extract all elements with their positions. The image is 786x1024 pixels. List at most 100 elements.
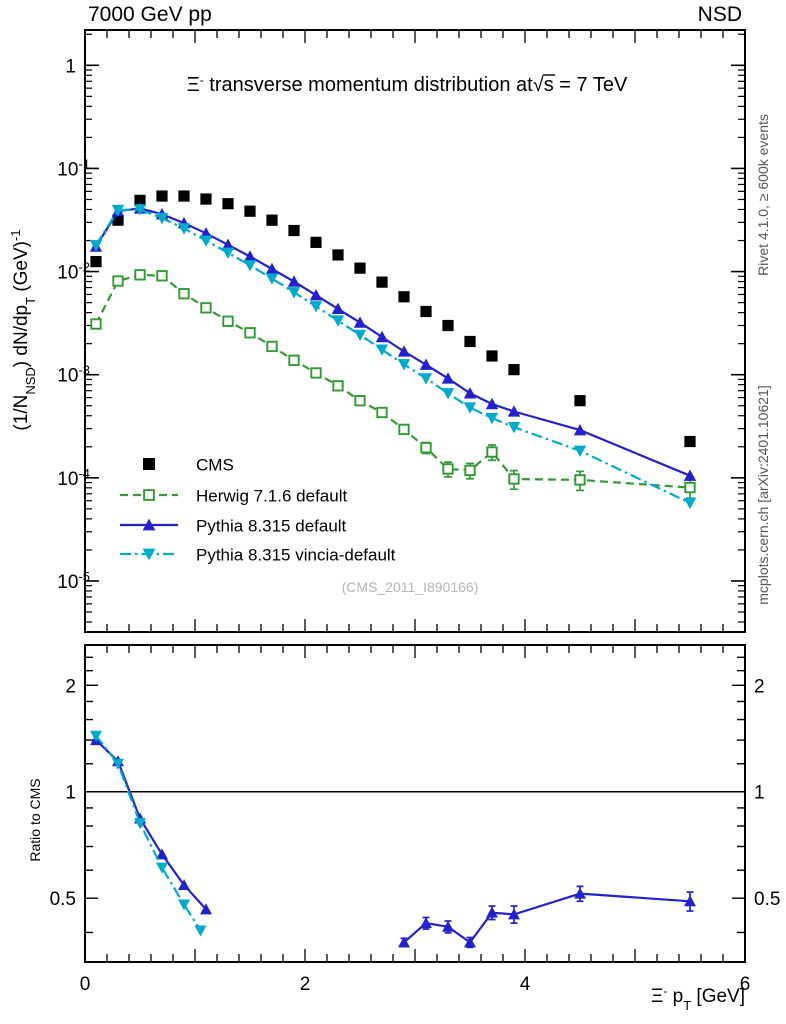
data-marker	[331, 302, 345, 315]
data-marker	[508, 473, 520, 485]
y-tick-label-main: 1	[65, 56, 76, 77]
data-marker	[178, 878, 190, 890]
data-marker	[134, 194, 146, 206]
y-tick-label-ratio-right: 2	[754, 676, 765, 697]
data-marker	[683, 497, 697, 510]
data-marker	[133, 204, 147, 216]
data-marker	[200, 302, 212, 314]
data-marker	[332, 249, 344, 261]
legend-item-1[interactable]: Herwig 7.1.6 default	[120, 487, 347, 506]
data-marker	[287, 287, 301, 299]
data-marker	[420, 917, 432, 929]
data-marker	[485, 397, 499, 410]
data-marker	[199, 235, 213, 247]
main-y-axis	[85, 33, 745, 623]
data-marker	[177, 223, 191, 235]
data-marker	[398, 423, 410, 436]
data-marker	[221, 238, 235, 250]
data-marker	[178, 899, 190, 911]
data-marker	[442, 920, 454, 932]
data-marker	[464, 936, 476, 948]
data-marker	[397, 359, 411, 371]
data-marker	[112, 275, 124, 287]
data-marker	[178, 190, 190, 202]
data-marker	[112, 758, 124, 770]
data-marker	[309, 289, 323, 301]
data-marker	[288, 224, 300, 237]
data-marker	[684, 481, 696, 494]
data-marker	[441, 388, 455, 400]
data-marker	[331, 315, 345, 327]
ratio-line	[403, 892, 691, 944]
data-marker	[222, 198, 234, 210]
data-marker	[353, 316, 367, 328]
data-marker	[194, 925, 207, 937]
data-marker	[156, 270, 168, 282]
side-text-mcplots: mcplots.cern.ch [arXiv:2401.10621]	[755, 385, 771, 604]
data-marker	[332, 380, 344, 392]
data-marker	[200, 903, 212, 915]
data-marker	[90, 318, 102, 330]
series-line	[95, 208, 691, 504]
data-marker	[574, 887, 586, 899]
data-marker	[111, 204, 125, 217]
data-marker	[420, 305, 432, 318]
x-axis-label: Ξ- pT [GeV]	[651, 984, 745, 1013]
legend-item-3[interactable]: Pythia 8.315 vincia-default	[120, 546, 396, 565]
data-marker	[90, 255, 102, 268]
data-marker	[112, 214, 124, 226]
legend-label: CMS	[196, 456, 234, 475]
main-panel-frame	[84, 29, 746, 633]
data-marker	[265, 262, 279, 275]
data-marker	[243, 250, 257, 262]
data-marker	[573, 445, 587, 457]
data-marker	[573, 423, 587, 436]
ratio-panel-frame	[84, 644, 746, 963]
data-marker	[288, 354, 300, 366]
legend-item-0[interactable]: CMS	[143, 456, 234, 475]
data-marker	[485, 412, 499, 425]
data-marker	[244, 205, 256, 217]
main-x-axis	[84, 30, 746, 632]
y-tick-label-ratio: 1	[65, 783, 76, 804]
data-marker	[266, 340, 278, 353]
data-marker	[463, 402, 477, 414]
y-tick-label-ratio: 2	[65, 676, 76, 697]
data-marker	[354, 262, 366, 274]
data-marker	[683, 469, 697, 481]
header-nsd-label: NSD	[698, 3, 742, 26]
x-tick-label: 6	[740, 974, 751, 995]
data-marker	[142, 518, 156, 531]
legend-label: Herwig 7.1.6 default	[196, 487, 347, 506]
data-marker	[419, 373, 433, 385]
data-marker	[134, 269, 146, 281]
data-marker	[574, 474, 586, 486]
data-marker	[463, 387, 477, 399]
data-marker	[684, 435, 696, 448]
data-marker	[508, 364, 520, 376]
y-axis-label-main: (1/NNSD) dN/dpT (GeV)-1	[8, 229, 38, 430]
x-tick-label: 2	[300, 974, 311, 995]
series-line	[95, 207, 691, 477]
data-marker	[143, 489, 155, 501]
y-axis-label-ratio: Ratio to CMS	[27, 778, 43, 861]
data-marker	[142, 548, 156, 561]
data-marker	[397, 345, 411, 357]
data-marker	[243, 260, 257, 272]
y-tick-label-ratio-right: 0.5	[754, 889, 780, 910]
ratio-series-pythia-8-315-vincia-default	[90, 730, 207, 937]
data-marker	[486, 446, 498, 458]
data-marker	[266, 214, 278, 226]
data-marker	[310, 236, 322, 248]
data-marker	[156, 848, 168, 860]
y-tick-label-main: 10-3	[57, 362, 90, 387]
data-marker	[464, 335, 476, 348]
data-marker	[376, 406, 388, 419]
data-marker	[442, 463, 454, 475]
y-tick-label-main: 10-5	[57, 568, 90, 593]
y-tick-label-ratio-right: 1	[754, 783, 765, 804]
legend-item-2[interactable]: Pythia 8.315 default	[120, 517, 347, 536]
data-marker	[221, 247, 235, 260]
